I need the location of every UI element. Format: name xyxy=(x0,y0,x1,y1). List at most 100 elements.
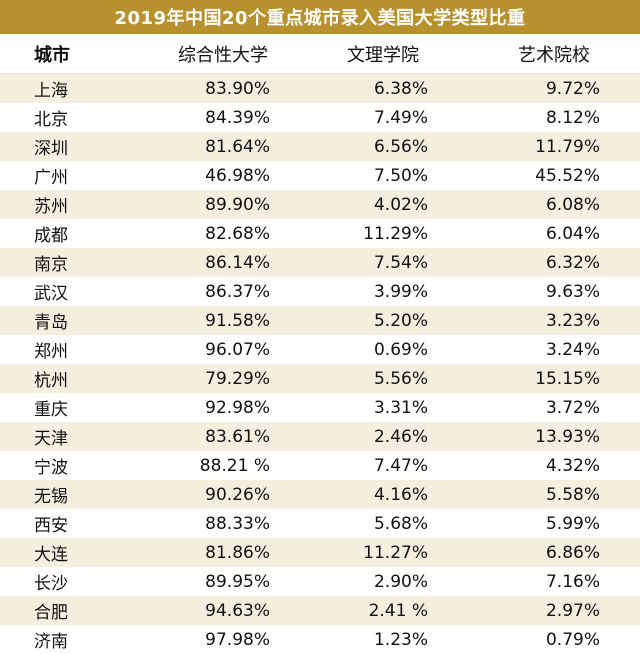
cell-art-school: 0.79% xyxy=(468,625,640,654)
cell-comprehensive-university: 81.86% xyxy=(148,538,298,567)
header-city: 城市 xyxy=(0,34,148,74)
header-row: 城市 综合性大学 文理学院 艺术院校 xyxy=(0,34,640,74)
cell-comprehensive-university: 88.21 % xyxy=(148,451,298,480)
cell-comprehensive-university: 81.64% xyxy=(148,132,298,161)
cell-city: 南京 xyxy=(0,248,148,277)
header-art-school: 艺术院校 xyxy=(468,34,640,74)
cell-liberal-arts-college: 11.29% xyxy=(298,219,468,248)
header-liberal-arts-college: 文理学院 xyxy=(298,34,468,74)
cell-city: 无锡 xyxy=(0,480,148,509)
cell-liberal-arts-college: 2.90% xyxy=(298,567,468,596)
cell-city: 大连 xyxy=(0,538,148,567)
cell-city: 深圳 xyxy=(0,132,148,161)
cell-art-school: 5.58% xyxy=(468,480,640,509)
cell-liberal-arts-college: 0.69% xyxy=(298,335,468,364)
cell-comprehensive-university: 83.90% xyxy=(148,74,298,104)
cell-liberal-arts-college: 3.99% xyxy=(298,277,468,306)
cell-art-school: 9.72% xyxy=(468,74,640,104)
cell-city: 长沙 xyxy=(0,567,148,596)
cell-comprehensive-university: 84.39% xyxy=(148,103,298,132)
cell-art-school: 6.32% xyxy=(468,248,640,277)
cell-art-school: 5.99% xyxy=(468,509,640,538)
cell-city: 青岛 xyxy=(0,306,148,335)
cell-liberal-arts-college: 6.56% xyxy=(298,132,468,161)
cell-comprehensive-university: 91.58% xyxy=(148,306,298,335)
cell-liberal-arts-college: 5.20% xyxy=(298,306,468,335)
cell-art-school: 6.08% xyxy=(468,190,640,219)
cell-comprehensive-university: 89.90% xyxy=(148,190,298,219)
cell-comprehensive-university: 82.68% xyxy=(148,219,298,248)
cell-city: 郑州 xyxy=(0,335,148,364)
cell-city: 西安 xyxy=(0,509,148,538)
cell-liberal-arts-college: 5.56% xyxy=(298,364,468,393)
cell-art-school: 3.23% xyxy=(468,306,640,335)
header-comprehensive-university: 综合性大学 xyxy=(148,34,298,74)
cell-city: 北京 xyxy=(0,103,148,132)
cell-art-school: 6.04% xyxy=(468,219,640,248)
cell-comprehensive-university: 92.98% xyxy=(148,393,298,422)
cell-liberal-arts-college: 2.46% xyxy=(298,422,468,451)
cell-city: 广州 xyxy=(0,161,148,190)
cell-city: 杭州 xyxy=(0,364,148,393)
cell-liberal-arts-college: 7.54% xyxy=(298,248,468,277)
cell-comprehensive-university: 83.61% xyxy=(148,422,298,451)
cell-art-school: 9.63% xyxy=(468,277,640,306)
cell-comprehensive-university: 88.33% xyxy=(148,509,298,538)
cell-city: 重庆 xyxy=(0,393,148,422)
cell-liberal-arts-college: 7.49% xyxy=(298,103,468,132)
cell-comprehensive-university: 94.63% xyxy=(148,596,298,625)
cell-art-school: 7.16% xyxy=(468,567,640,596)
cell-city: 天津 xyxy=(0,422,148,451)
cell-comprehensive-university: 89.95% xyxy=(148,567,298,596)
cell-art-school: 3.72% xyxy=(468,393,640,422)
cell-liberal-arts-college: 3.31% xyxy=(298,393,468,422)
page: 2019年中国20个重点城市录入美国大学类型比重 城市 综合性大学 文理学院 艺… xyxy=(0,0,640,620)
cell-liberal-arts-college: 1.23% xyxy=(298,625,468,654)
cell-city: 苏州 xyxy=(0,190,148,219)
cell-art-school: 11.79% xyxy=(468,132,640,161)
cell-art-school: 3.24% xyxy=(468,335,640,364)
cell-city: 合肥 xyxy=(0,596,148,625)
cell-art-school: 13.93% xyxy=(468,422,640,451)
cell-art-school: 45.52% xyxy=(468,161,640,190)
cell-comprehensive-university: 90.26% xyxy=(148,480,298,509)
cell-liberal-arts-college: 6.38% xyxy=(298,74,468,104)
cell-city: 济南 xyxy=(0,625,148,654)
cell-comprehensive-university: 79.29% xyxy=(148,364,298,393)
cell-art-school: 8.12% xyxy=(468,103,640,132)
cell-city: 上海 xyxy=(0,74,148,104)
cell-art-school: 2.97% xyxy=(468,596,640,625)
cell-liberal-arts-college: 7.47% xyxy=(298,451,468,480)
cell-city: 成都 xyxy=(0,219,148,248)
cell-liberal-arts-college: 2.41 % xyxy=(298,596,468,625)
cell-liberal-arts-college: 7.50% xyxy=(298,161,468,190)
cell-liberal-arts-college: 4.02% xyxy=(298,190,468,219)
cell-liberal-arts-college: 5.68% xyxy=(298,509,468,538)
cell-comprehensive-university: 96.07% xyxy=(148,335,298,364)
cell-art-school: 4.32% xyxy=(468,451,640,480)
cell-comprehensive-university: 86.37% xyxy=(148,277,298,306)
cell-comprehensive-university: 46.98% xyxy=(148,161,298,190)
cell-art-school: 6.86% xyxy=(468,538,640,567)
